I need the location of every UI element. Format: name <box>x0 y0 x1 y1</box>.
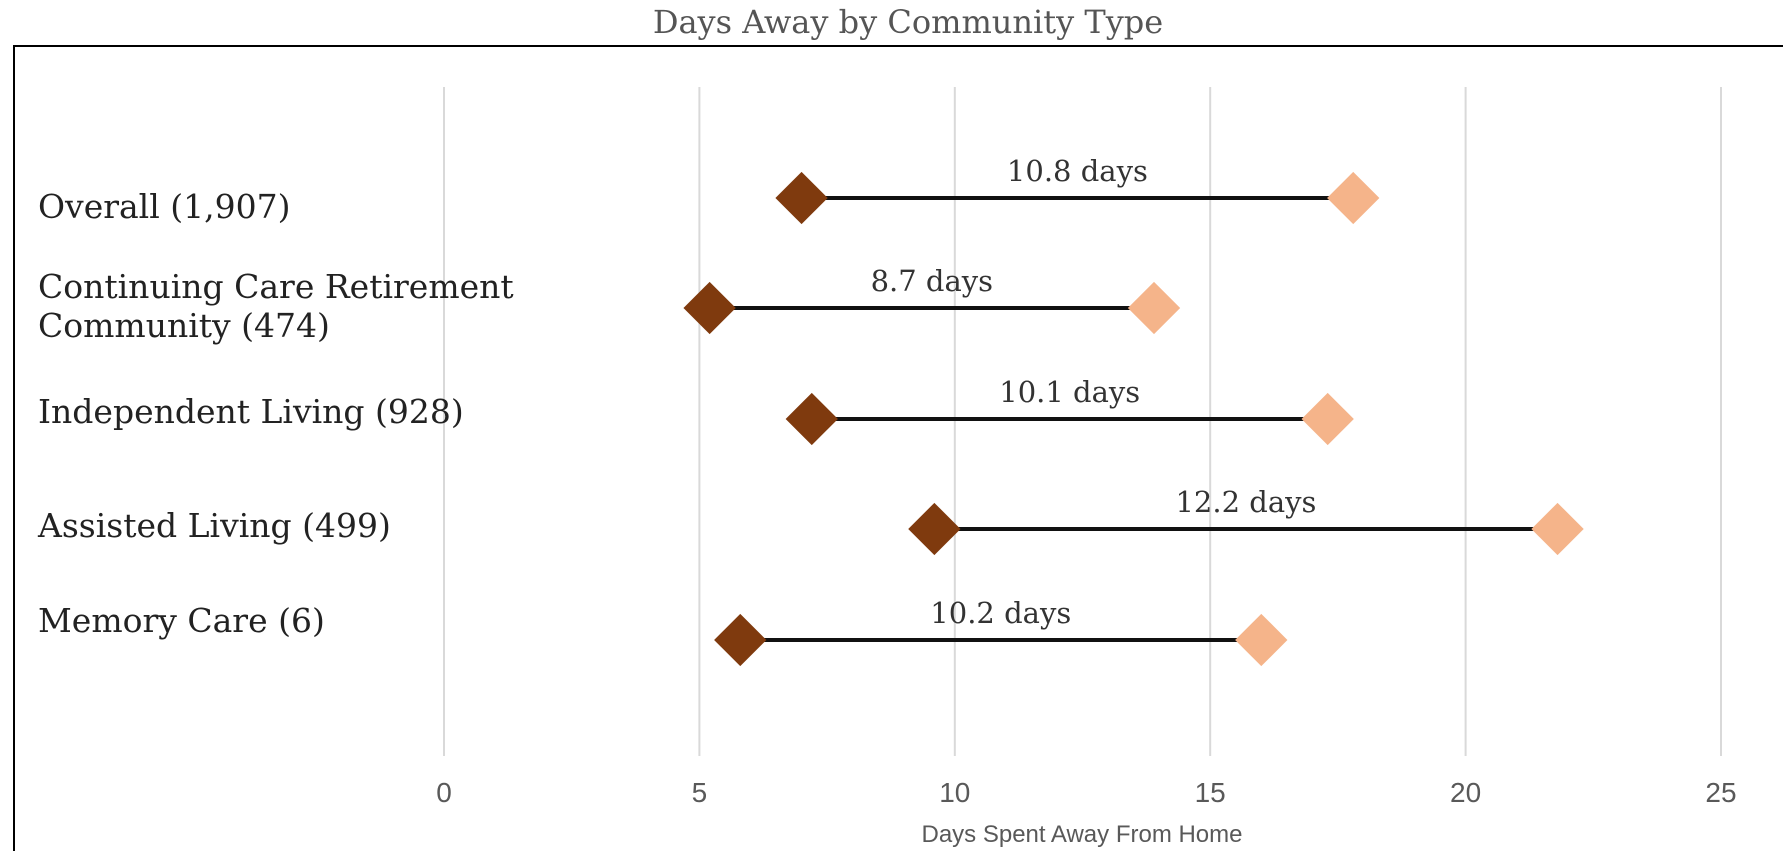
category-label: Independent Living (928) <box>38 392 464 431</box>
end-marker <box>1301 392 1354 446</box>
plot-frame <box>13 45 1783 851</box>
category-label: Continuing Care Retirement Community (474… <box>38 267 514 345</box>
start-marker <box>775 171 828 225</box>
data-label: 8.7 days <box>871 264 993 298</box>
category-label-line: Memory Care (6) <box>38 601 325 640</box>
data-labels: 10.8 days 8.7 days 10.1 days 12.2 days 10.2 … <box>871 154 1317 630</box>
category-label: Assisted Living (499) <box>37 506 391 545</box>
start-marker <box>714 613 767 667</box>
start-marker <box>683 281 736 335</box>
start-marker <box>908 502 961 556</box>
x-tick-label: 20 <box>1450 777 1481 808</box>
end-marker <box>1235 613 1288 667</box>
x-axis-label: Days Spent Away From Home <box>921 821 1242 848</box>
category-label-line: Overall (1,907) <box>38 187 291 226</box>
x-axis-ticks: 0 5 10 15 20 25 <box>436 777 1736 808</box>
category-label-line: Continuing Care Retirement <box>38 267 514 306</box>
data-label: 10.8 days <box>1007 154 1148 188</box>
markers <box>683 171 1584 667</box>
category-label-line: Assisted Living (499) <box>37 506 391 545</box>
x-tick-label: 10 <box>939 777 970 808</box>
start-marker <box>785 392 838 446</box>
category-label: Memory Care (6) <box>38 601 325 640</box>
chart-title: Days Away by Community Type <box>653 3 1163 41</box>
x-tick-label: 25 <box>1705 777 1736 808</box>
category-label: Overall (1,907) <box>38 187 291 226</box>
end-marker <box>1531 502 1584 556</box>
end-marker <box>1127 281 1181 335</box>
connectors <box>709 196 1558 642</box>
category-label-line: Independent Living (928) <box>38 392 464 431</box>
data-label: 10.1 days <box>999 375 1140 409</box>
x-tick-label: 15 <box>1195 777 1226 808</box>
category-labels: Overall (1,907) Continuing Care Retiremen… <box>37 187 514 640</box>
category-label-line: Community (474) <box>38 306 330 345</box>
x-tick-label: 5 <box>692 777 708 808</box>
x-tick-label: 0 <box>436 777 452 808</box>
data-label: 10.2 days <box>930 596 1071 630</box>
end-marker <box>1327 171 1380 225</box>
data-label: 12.2 days <box>1175 485 1316 519</box>
